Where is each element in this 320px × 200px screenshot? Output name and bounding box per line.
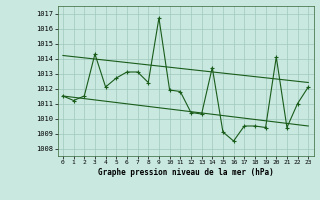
X-axis label: Graphe pression niveau de la mer (hPa): Graphe pression niveau de la mer (hPa) — [98, 168, 274, 177]
